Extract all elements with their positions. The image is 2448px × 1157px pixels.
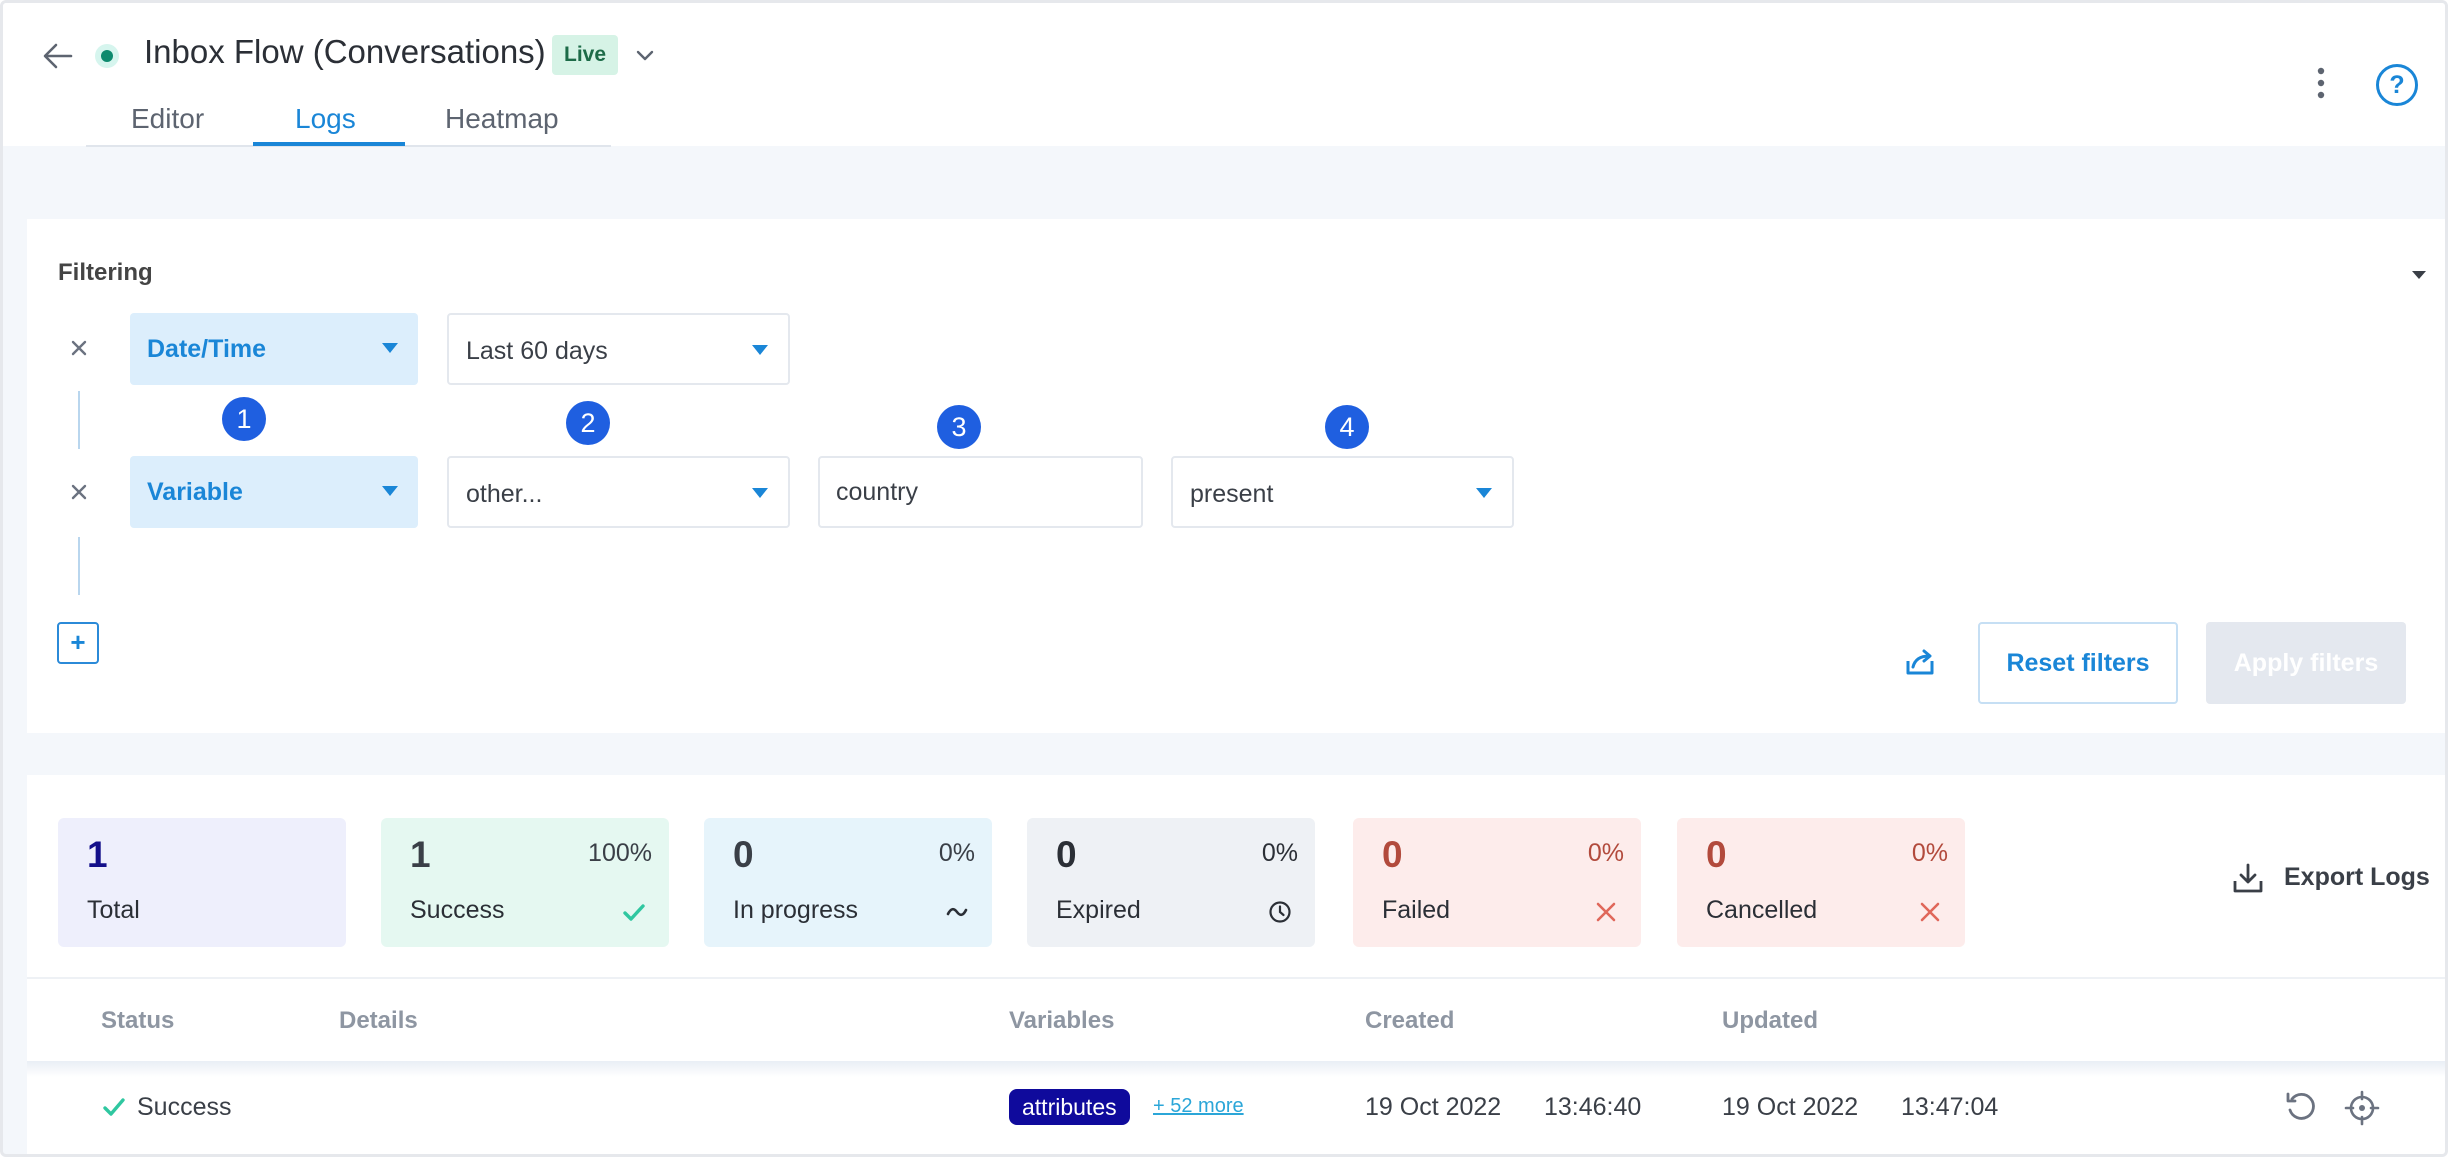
stat-percent: 0%	[1587, 839, 1624, 867]
stat-card-total[interactable]: 1 Total	[58, 818, 346, 947]
filter-field-select[interactable]: Variable	[130, 456, 418, 528]
column-header-details: Details	[339, 1007, 418, 1034]
stat-count: 0	[733, 834, 754, 875]
back-arrow-icon[interactable]	[41, 39, 75, 73]
stat-label: Total	[87, 896, 140, 924]
caret-down-icon	[752, 488, 768, 498]
checkmark-icon	[623, 904, 645, 921]
share-icon[interactable]	[1903, 645, 1937, 679]
column-header-updated: Updated	[1722, 1007, 1818, 1034]
variable-pill[interactable]: attributes	[1009, 1089, 1130, 1125]
tilde-icon	[946, 907, 968, 917]
stat-count: 0	[1706, 834, 1727, 875]
filter-connector	[78, 537, 80, 595]
created-time: 13:46:40	[1544, 1093, 1642, 1121]
page-header: Inbox Flow (Conversations) Live Editor L…	[3, 3, 2445, 147]
stat-percent: 0%	[938, 839, 975, 867]
table-row[interactable]: Success attributes + 52 more 19 Oct 2022…	[27, 1077, 2445, 1154]
remove-filter-icon[interactable]	[66, 479, 92, 505]
stat-card-failed[interactable]: 0 0% Failed	[1353, 818, 1641, 947]
stat-count: 0	[1382, 834, 1403, 875]
variable-name-input[interactable]: country	[818, 456, 1143, 528]
help-icon[interactable]: ?	[2376, 64, 2418, 106]
step-badge: 1	[222, 397, 266, 441]
stat-card-success[interactable]: 1 100% Success	[381, 818, 669, 947]
stat-label: Cancelled	[1706, 896, 1818, 924]
more-variables-link[interactable]: + 52 more	[1153, 1095, 1244, 1117]
apply-filters-button[interactable]: Apply filters	[2206, 622, 2406, 704]
logs-panel: 1 Total 1 100% Success 0 0% In progress …	[27, 775, 2445, 1154]
updated-date: 19 Oct 2022	[1722, 1093, 1859, 1121]
column-header-variables: Variables	[1009, 1007, 1115, 1034]
step-badge: 3	[937, 405, 981, 449]
tab-heatmap[interactable]: Heatmap	[445, 103, 559, 134]
created-date: 19 Oct 2022	[1365, 1093, 1502, 1121]
stat-count: 0	[1056, 834, 1077, 875]
retry-icon[interactable]	[2283, 1089, 2319, 1125]
updated-time: 13:47:04	[1901, 1093, 1999, 1121]
stat-label: Expired	[1056, 896, 1141, 924]
tab-bar: Editor Logs Heatmap	[86, 95, 611, 147]
caret-down-icon	[1476, 488, 1492, 498]
active-tab-indicator	[253, 142, 405, 146]
stat-percent: 0%	[1261, 839, 1298, 867]
stat-card-expired[interactable]: 0 0% Expired	[1027, 818, 1315, 947]
clock-icon	[1269, 901, 1291, 923]
stat-count: 1	[87, 834, 108, 875]
export-logs-label: Export Logs	[2284, 863, 2430, 891]
filter-operator-value: other...	[466, 480, 543, 508]
x-icon	[1596, 902, 1616, 922]
reset-filters-button[interactable]: Reset filters	[1978, 622, 2178, 704]
collapse-caret-icon[interactable]	[2408, 267, 2430, 283]
page-title: Inbox Flow (Conversations)	[144, 33, 546, 70]
filter-range-select[interactable]: Last 60 days	[447, 313, 790, 385]
stat-percent: 0%	[1911, 839, 1948, 867]
filter-field-value: Date/Time	[147, 335, 267, 363]
column-header-created: Created	[1365, 1007, 1455, 1034]
remove-filter-icon[interactable]	[66, 335, 92, 361]
checkmark-icon	[103, 1098, 125, 1116]
row-status: Success	[137, 1093, 232, 1121]
filter-condition-select[interactable]: present	[1171, 456, 1514, 528]
stat-count: 1	[410, 834, 431, 875]
crosshair-icon[interactable]	[2343, 1089, 2381, 1127]
step-badge: 2	[566, 401, 610, 445]
live-badge: Live	[552, 35, 619, 75]
filter-field-value: Variable	[147, 478, 243, 506]
divider	[27, 977, 2445, 979]
stat-card-cancelled[interactable]: 0 0% Cancelled	[1677, 818, 1965, 947]
table-header-shadow	[27, 1061, 2445, 1077]
download-icon	[2233, 863, 2263, 893]
filter-range-value: Last 60 days	[466, 337, 608, 365]
filter-panel: Filtering Date/Time Last 60 days 1 2 3 4…	[27, 219, 2445, 733]
status-dot-icon	[95, 44, 119, 68]
tab-logs[interactable]: Logs	[295, 103, 356, 134]
x-icon	[1920, 902, 1940, 922]
filter-connector	[78, 391, 80, 449]
stat-label: Success	[410, 896, 505, 924]
caret-down-icon	[382, 486, 398, 496]
filter-condition-value: present	[1190, 480, 1274, 508]
tab-editor[interactable]: Editor	[131, 103, 205, 134]
filter-heading: Filtering	[58, 259, 153, 286]
stat-label: In progress	[733, 896, 859, 924]
stat-label: Failed	[1382, 896, 1451, 924]
stat-card-in-progress[interactable]: 0 0% In progress	[704, 818, 992, 947]
chevron-down-icon[interactable]	[633, 43, 657, 67]
kebab-menu-icon[interactable]	[2303, 65, 2339, 101]
column-header-status: Status	[101, 1007, 175, 1034]
filter-field-select[interactable]: Date/Time	[130, 313, 418, 385]
add-filter-button[interactable]: +	[57, 622, 99, 664]
filter-operator-select[interactable]: other...	[447, 456, 790, 528]
caret-down-icon	[752, 345, 768, 355]
caret-down-icon	[382, 343, 398, 353]
stat-percent: 100%	[588, 839, 652, 867]
step-badge: 4	[1325, 405, 1369, 449]
